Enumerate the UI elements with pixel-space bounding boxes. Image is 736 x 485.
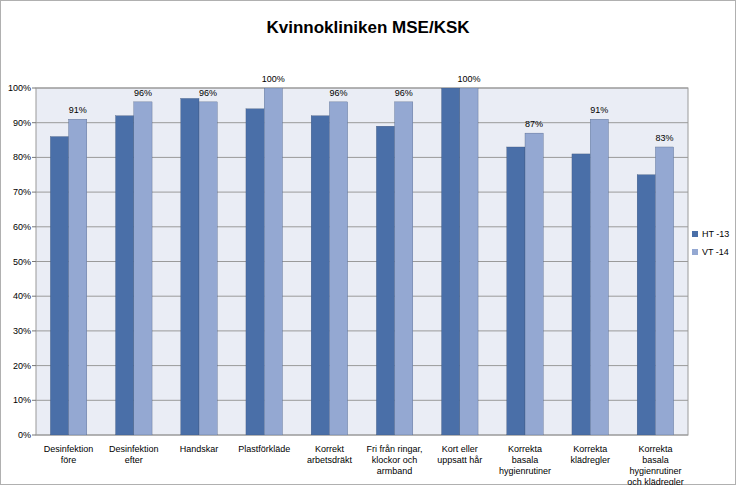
category-label: Desinfektionföre — [44, 444, 94, 465]
bar — [116, 116, 134, 435]
tick-label: 30% — [13, 326, 31, 336]
category-label: Korrektaklädregler — [570, 444, 610, 465]
legend-swatch — [692, 231, 698, 237]
chart-frame — [1, 1, 736, 485]
tick — [32, 122, 36, 123]
tick — [32, 261, 36, 262]
bar — [590, 119, 608, 435]
bar — [525, 133, 543, 435]
bar — [655, 147, 673, 435]
tick — [32, 400, 36, 401]
tick — [32, 365, 36, 366]
tick — [32, 435, 36, 436]
bar — [442, 88, 460, 435]
bar — [507, 147, 525, 435]
data-label: 87% — [525, 119, 543, 129]
data-label: 96% — [134, 88, 152, 98]
data-label: 91% — [69, 105, 87, 115]
bar — [199, 102, 217, 435]
tick-label: 80% — [13, 152, 31, 162]
bar — [395, 102, 413, 435]
tick — [32, 88, 36, 89]
bar — [181, 98, 199, 435]
bar — [637, 175, 655, 435]
bar — [311, 116, 329, 435]
category-label: Kort elleruppsatt hår — [437, 444, 482, 465]
bar — [329, 102, 347, 435]
legend-swatch — [692, 249, 698, 255]
data-label: 96% — [395, 88, 413, 98]
bar — [246, 109, 264, 435]
tick — [32, 330, 36, 331]
chart: Kvinnokliniken MSE/KSK 0% 10% 20% 30% 40% 50% 6… — [0, 0, 736, 485]
category-label: Fri från ringar,klockor ocharmband — [367, 444, 423, 476]
category-label: Korrektabasalahygienrutineroch klädregle… — [627, 444, 684, 485]
category-label: Korrektarbetsdräkt — [307, 444, 353, 465]
tick-label: 0% — [18, 430, 31, 440]
bar — [134, 102, 152, 435]
tick — [32, 296, 36, 297]
tick — [32, 157, 36, 158]
data-label: 96% — [199, 88, 217, 98]
category-label: Plastförkläde — [238, 444, 290, 454]
data-label: 91% — [590, 105, 608, 115]
legend-label: HT -13 — [702, 229, 729, 239]
data-label: 83% — [656, 133, 674, 143]
tick — [32, 192, 36, 193]
plot-area — [36, 88, 688, 435]
title: Kvinnokliniken MSE/KSK — [266, 18, 470, 37]
tick-label: 10% — [13, 395, 31, 405]
tick-label: 90% — [13, 118, 31, 128]
tick-label: 40% — [13, 291, 31, 301]
tick-label: 70% — [13, 187, 31, 197]
tick — [32, 226, 36, 227]
bar — [264, 88, 282, 435]
bars — [50, 88, 673, 435]
tick-label: 100% — [8, 83, 31, 93]
bar — [50, 137, 68, 435]
tick-label: 60% — [13, 222, 31, 232]
tick-label: 50% — [13, 257, 31, 267]
bar — [376, 126, 394, 435]
legend-label: VT -14 — [702, 247, 729, 257]
category-label: Korrektabasalahygienrutiner — [499, 444, 551, 476]
category-label: Desinfektionefter — [109, 444, 159, 465]
tick-label: 20% — [13, 361, 31, 371]
bar — [460, 88, 478, 435]
data-label: 100% — [262, 74, 285, 84]
category-label: Handskar — [180, 444, 219, 454]
bar — [572, 154, 590, 435]
data-label: 100% — [457, 74, 480, 84]
bar — [69, 119, 87, 435]
data-label: 96% — [330, 88, 348, 98]
